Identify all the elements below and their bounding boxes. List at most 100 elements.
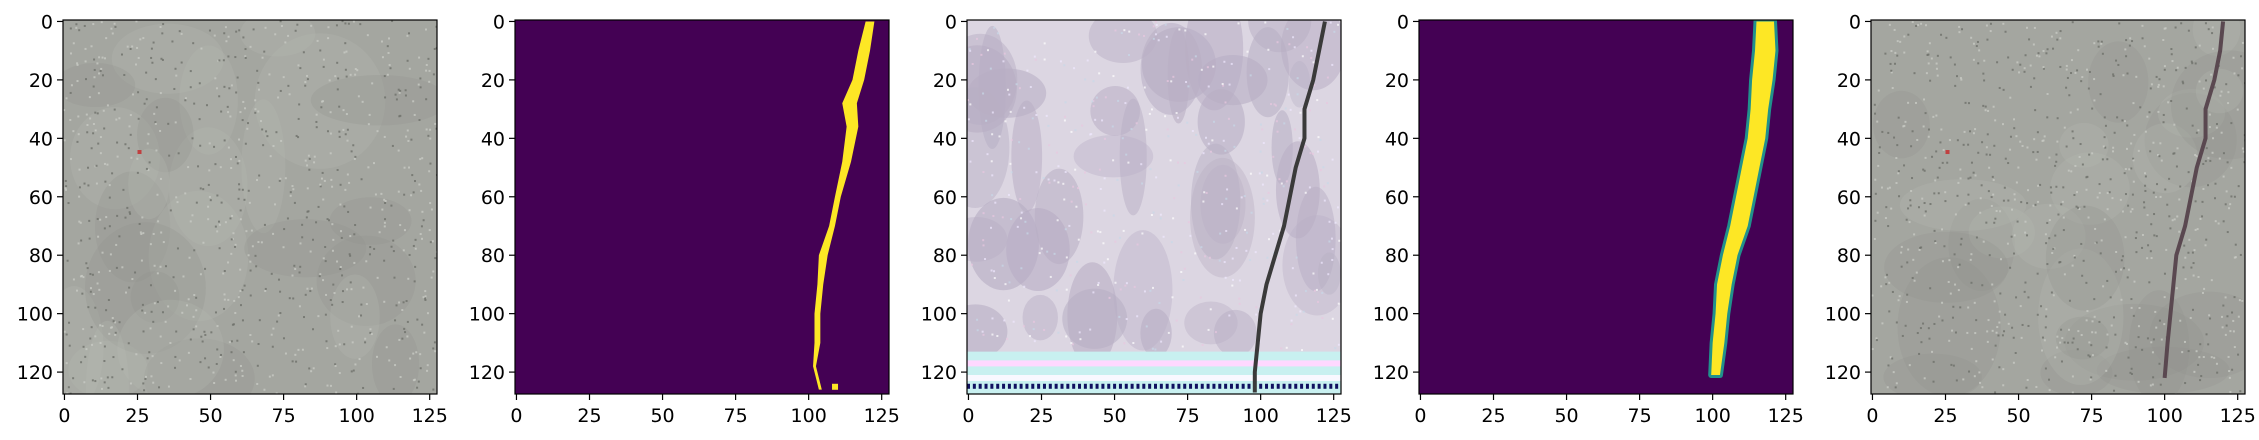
pixel-noise bbox=[193, 249, 196, 252]
pixel-noise bbox=[384, 218, 387, 221]
pixel-noise bbox=[110, 326, 113, 329]
pixel-noise bbox=[1106, 258, 1109, 261]
pixel-noise bbox=[144, 375, 147, 378]
pixel-noise bbox=[2228, 207, 2231, 210]
pixel-noise bbox=[2117, 63, 2120, 66]
pixel-noise bbox=[161, 32, 164, 35]
pixel-noise bbox=[105, 37, 108, 40]
pixel-noise bbox=[1317, 136, 1320, 139]
pixel-noise bbox=[178, 30, 181, 33]
pixel-noise bbox=[135, 353, 138, 356]
pixel-noise bbox=[419, 86, 422, 89]
pixel-noise bbox=[189, 86, 192, 89]
pixel-noise bbox=[80, 274, 83, 277]
pixel-noise bbox=[91, 343, 94, 346]
texture-blotch bbox=[2132, 123, 2198, 194]
pixel-noise bbox=[197, 165, 200, 168]
pixel-noise bbox=[990, 269, 993, 272]
pixel-noise bbox=[2129, 37, 2132, 40]
pixel-noise bbox=[2232, 330, 2235, 333]
pixel-noise bbox=[257, 343, 260, 346]
pixel-noise bbox=[304, 383, 307, 386]
pixel-noise bbox=[1963, 130, 1966, 133]
pixel-noise bbox=[401, 337, 404, 340]
texture-blotch bbox=[254, 33, 386, 169]
pixel-noise bbox=[1132, 341, 1135, 344]
pixel-noise bbox=[257, 241, 260, 244]
pixel-noise bbox=[2097, 45, 2100, 48]
pixel-noise bbox=[1967, 177, 1970, 180]
pixel-noise bbox=[2081, 274, 2084, 277]
pixel-noise bbox=[1985, 24, 1988, 27]
pixel-noise bbox=[2046, 92, 2049, 95]
pixel-noise bbox=[2208, 126, 2211, 129]
pixel-noise bbox=[2144, 175, 2147, 178]
pixel-noise bbox=[367, 123, 370, 126]
pixel-noise bbox=[2113, 131, 2116, 134]
pixel-noise bbox=[2232, 319, 2235, 322]
pixel-noise bbox=[249, 269, 252, 272]
pixel-noise bbox=[2184, 278, 2187, 281]
pixel-noise bbox=[1032, 320, 1035, 323]
pixel-noise bbox=[288, 93, 291, 96]
pixel-noise bbox=[2009, 148, 2012, 151]
pixel-noise bbox=[413, 378, 416, 381]
pixel-noise bbox=[383, 225, 386, 228]
pixel-noise bbox=[65, 362, 68, 365]
pixel-noise bbox=[383, 75, 386, 78]
pixel-noise bbox=[419, 77, 422, 80]
pixel-noise bbox=[2182, 266, 2185, 269]
pixel-noise bbox=[2076, 69, 2079, 72]
pixel-noise bbox=[426, 369, 429, 372]
pixel-noise bbox=[2043, 135, 2046, 138]
pixel-noise bbox=[1886, 386, 1889, 389]
pixel-noise bbox=[2026, 379, 2029, 382]
pixel-noise bbox=[1943, 245, 1946, 248]
pixel-noise bbox=[2192, 274, 2195, 277]
pixel-noise bbox=[1203, 191, 1206, 194]
pixel-noise bbox=[1018, 141, 1021, 144]
pixel-noise bbox=[1994, 391, 1997, 394]
artifact-dot bbox=[1048, 383, 1052, 389]
pixel-noise bbox=[1267, 48, 1270, 51]
pixel-noise bbox=[391, 20, 394, 23]
pixel-noise bbox=[2193, 370, 2196, 373]
pixel-noise bbox=[2163, 65, 2166, 68]
pixel-noise bbox=[1155, 24, 1158, 27]
pixel-noise bbox=[1090, 133, 1093, 136]
artifact-dot bbox=[1294, 383, 1298, 389]
pixel-noise bbox=[1984, 109, 1987, 112]
pixel-noise bbox=[2229, 390, 2232, 393]
pixel-noise bbox=[102, 109, 105, 112]
pixel-noise bbox=[1326, 76, 1329, 79]
texture-blotch bbox=[1288, 60, 1311, 108]
pixel-noise bbox=[128, 125, 131, 128]
pixel-noise bbox=[2055, 346, 2058, 349]
pixel-noise bbox=[1264, 21, 1267, 24]
pixel-noise bbox=[1073, 67, 1076, 70]
pixel-noise bbox=[1910, 145, 1913, 148]
pixel-noise bbox=[173, 87, 176, 90]
pixel-noise bbox=[336, 168, 339, 171]
pixel-noise bbox=[1331, 158, 1334, 161]
pixel-noise bbox=[88, 96, 91, 99]
pixel-noise bbox=[231, 237, 234, 240]
pixel-noise bbox=[227, 261, 230, 264]
pixel-noise bbox=[378, 231, 381, 234]
pixel-noise bbox=[231, 214, 234, 217]
pixel-noise bbox=[1958, 25, 1961, 28]
pixel-noise bbox=[1053, 179, 1056, 182]
pixel-noise bbox=[289, 191, 292, 194]
pixel-noise bbox=[2098, 191, 2101, 194]
y-tick-label: 80 bbox=[933, 245, 957, 267]
pixel-noise bbox=[1929, 287, 1932, 290]
pixel-noise bbox=[280, 139, 283, 142]
pixel-noise bbox=[340, 230, 343, 233]
pixel-noise bbox=[223, 85, 226, 88]
pixel-noise bbox=[1972, 171, 1975, 174]
pixel-noise bbox=[90, 147, 93, 150]
pixel-noise bbox=[2233, 256, 2236, 259]
pixel-noise bbox=[208, 169, 211, 172]
pixel-noise bbox=[2045, 52, 2048, 55]
pixel-noise bbox=[1319, 138, 1322, 141]
